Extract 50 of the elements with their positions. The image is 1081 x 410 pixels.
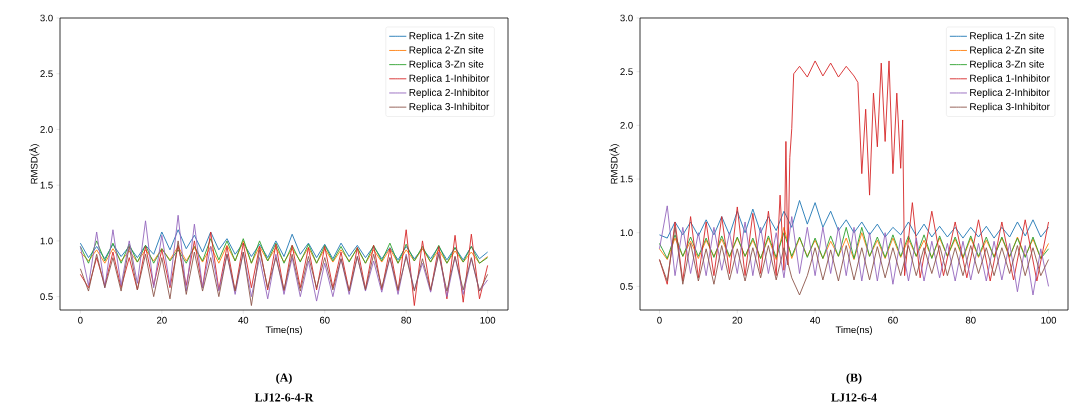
y-tick-label: 0.5 [40, 293, 53, 300]
x-axis-title: Time(ns) [835, 326, 872, 335]
legend-label: Replica 2-Zn site [970, 46, 1044, 56]
y-tick-label: 1.0 [620, 229, 633, 237]
x-tick-label: 40 [238, 316, 249, 324]
x-tick-label: 100 [1041, 316, 1057, 324]
text: (A) [276, 373, 292, 385]
line-series [659, 60, 1050, 285]
legend-label: Replica 3-Zn site [409, 60, 484, 70]
x-tick-label: 60 [319, 316, 330, 324]
x-tick-label: 60 [888, 316, 898, 324]
line-series [79, 214, 489, 302]
legend-label: Replica 1-Inhibitor [970, 74, 1050, 84]
x-tick-label: 80 [401, 316, 412, 324]
y-tick-label: 1.0 [40, 237, 53, 245]
y-tick-label: 2.5 [620, 68, 633, 76]
text: LJ12-6-4-R [254, 393, 314, 402]
line-series [659, 226, 1050, 296]
y-tick-label: 3.0 [40, 14, 53, 22]
line-series [659, 205, 1050, 296]
x-axis-title: Time(ns) [265, 326, 302, 335]
legend-label: Replica 3-Inhibitor [970, 102, 1050, 113]
line-series [79, 229, 489, 261]
legend-label: Replica 2-Zn site [409, 46, 484, 56]
line-series [659, 200, 1050, 239]
legend-label: Replica 1-Zn site [409, 31, 484, 42]
y-tick-label: 1.5 [40, 181, 53, 189]
x-tick-label: 20 [157, 316, 167, 324]
text: (B) [846, 373, 862, 385]
legend-label: Replica 2-Inhibitor [970, 88, 1050, 98]
legend-label: Replica 3-Zn site [970, 60, 1044, 70]
x-tick-label: 100 [480, 316, 496, 324]
y-tick-label: 3.0 [620, 14, 633, 22]
y-tick-label: 2.5 [40, 70, 53, 78]
x-tick-label: 0 [78, 316, 83, 324]
y-tick-label: 1.5 [620, 175, 633, 183]
y-axis-title: RMSD(Å) [29, 144, 40, 184]
legend-label: Replica 2-Inhibitor [409, 88, 490, 98]
x-tick-label: 20 [732, 316, 743, 324]
legend-label: Replica 1-Inhibitor [409, 74, 490, 84]
x-tick-label: 40 [810, 316, 821, 324]
x-tick-label: 0 [657, 316, 662, 324]
text: LJ12-6-4 [831, 393, 877, 402]
y-tick-label: 0.5 [620, 283, 633, 290]
y-axis-title: RMSD(Å) [609, 144, 620, 184]
y-tick-label: 2.0 [40, 126, 53, 133]
legend-label: Replica 3-Inhibitor [409, 102, 490, 113]
x-tick-label: 80 [965, 316, 976, 324]
y-tick-label: 2.0 [620, 121, 633, 129]
legend-label: Replica 1-Zn site [970, 31, 1044, 42]
